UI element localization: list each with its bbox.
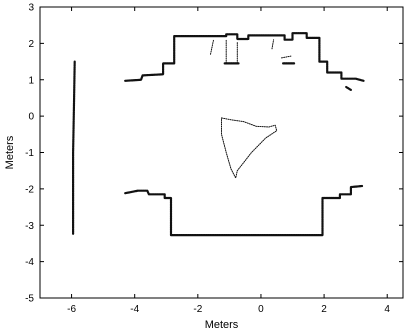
- scan-trace-0: [124, 32, 365, 82]
- x-tick-label: 4: [384, 304, 390, 315]
- y-tick-label: -3: [25, 221, 34, 232]
- x-tick-label: -6: [67, 304, 76, 315]
- scan-trace-1: [124, 184, 364, 237]
- x-tick-label: 0: [258, 304, 264, 315]
- scan-trace-8: [281, 55, 292, 59]
- x-tick-label: -2: [193, 304, 202, 315]
- y-tick-label: 3: [28, 3, 34, 14]
- y-tick-label: -5: [25, 294, 34, 305]
- plot-traces: [71, 32, 365, 237]
- scan-trace-6: [210, 39, 215, 55]
- y-axis-label: Meters: [4, 135, 16, 169]
- y-tick-label: -2: [25, 184, 34, 195]
- scan-trace-3: [221, 117, 278, 179]
- x-axis-label: Meters: [205, 319, 239, 331]
- x-tick-label: -4: [130, 304, 139, 315]
- y-tick-label: 2: [28, 39, 34, 50]
- scan-trace-11: [345, 85, 352, 92]
- y-tick-label: -4: [25, 257, 34, 268]
- y-tick-label: -1: [25, 148, 34, 159]
- y-axis-ticks: -5 -4 -3 -2 -1 0 1 2 3: [25, 3, 403, 305]
- x-tick-label: 2: [321, 304, 327, 315]
- plot-frame: [39, 6, 404, 299]
- y-tick-label: 0: [28, 112, 34, 123]
- scan-trace-2: [71, 60, 76, 236]
- y-tick-label: 1: [28, 75, 34, 86]
- x-axis-ticks: -6 -4 -2 0 2 4: [67, 7, 390, 315]
- scan-trace-7: [271, 39, 275, 50]
